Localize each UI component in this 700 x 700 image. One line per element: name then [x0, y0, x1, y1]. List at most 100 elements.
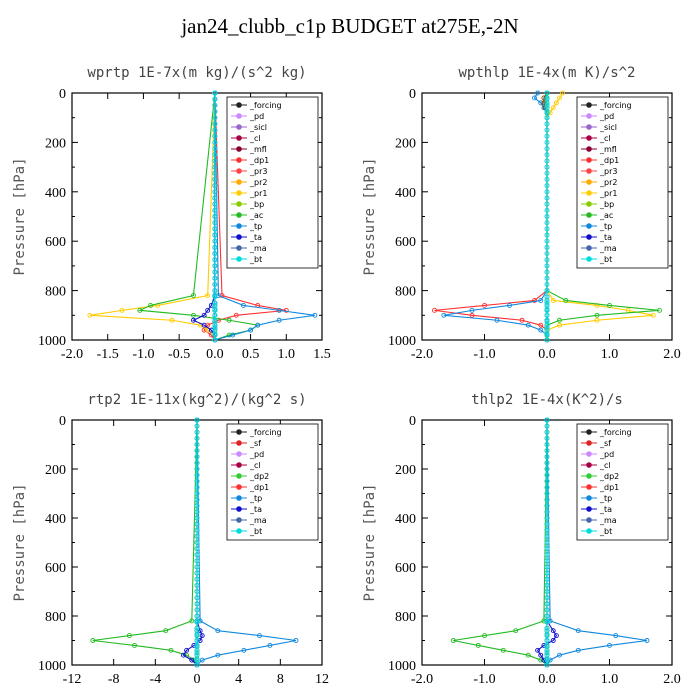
data-point: [215, 652, 221, 658]
legend-marker: [586, 484, 592, 490]
legend-marker: [236, 506, 242, 512]
data-point: [119, 307, 125, 313]
data-point: [226, 317, 232, 323]
y-tick-label: 800: [45, 285, 66, 300]
legend-label: _pr2: [599, 178, 617, 187]
data-point: [212, 189, 218, 195]
data-point: [519, 317, 525, 323]
data-point: [544, 527, 550, 533]
legend-label: _pd: [249, 450, 264, 459]
data-point: [544, 207, 550, 213]
data-point: [194, 509, 200, 515]
data-point: [544, 442, 550, 447]
data-point: [544, 570, 550, 576]
legend-marker: [586, 440, 592, 446]
data-point: [544, 644, 550, 650]
data-point: [557, 317, 562, 323]
series-line: [434, 93, 548, 340]
data-point: [194, 515, 200, 521]
data-point: [184, 647, 190, 653]
data-point: [544, 244, 550, 250]
data-point: [475, 642, 481, 648]
series-dp1: [90, 417, 200, 668]
data-point: [194, 497, 200, 503]
data-point: [544, 460, 550, 466]
x-tick-label: -4: [149, 672, 161, 687]
data-point: [230, 332, 236, 338]
data-point: [212, 325, 218, 331]
data-point: [544, 582, 550, 588]
x-tick-label: -12: [63, 672, 82, 687]
data-point: [557, 95, 562, 101]
data-point: [544, 214, 550, 219]
legend-label: _ma: [599, 516, 617, 525]
x-tick-label: 2.0: [663, 347, 681, 362]
data-point: [194, 442, 200, 447]
data-point: [194, 558, 200, 564]
legend-marker: [236, 473, 242, 479]
y-tick-label: 0: [59, 87, 66, 102]
data-point: [194, 564, 200, 570]
data-point: [212, 220, 218, 226]
data-point: [575, 628, 581, 634]
y-tick-label: 0: [409, 87, 416, 102]
legend-marker: [236, 462, 242, 468]
data-point: [544, 625, 550, 631]
data-point: [550, 105, 556, 111]
x-tick-label: -8: [108, 672, 120, 687]
legend-label: _cl: [249, 461, 261, 470]
data-point: [212, 115, 218, 121]
data-point: [538, 322, 544, 328]
legend-label: _tp: [249, 494, 262, 503]
data-point: [194, 631, 200, 637]
legend-marker: [236, 124, 242, 130]
x-tick-label: 0.0: [206, 347, 224, 362]
data-point: [212, 158, 218, 164]
series-ta: [181, 417, 205, 668]
data-point: [248, 327, 254, 333]
legend-label: _pr1: [599, 189, 617, 198]
legend-label: _ta: [249, 233, 262, 242]
legend-marker: [236, 234, 242, 240]
data-point: [553, 100, 559, 106]
data-point: [212, 281, 218, 287]
legend-label: _cl: [599, 461, 611, 470]
data-point: [544, 558, 550, 564]
x-tick-label: 0.0: [538, 672, 556, 687]
legend-marker: [236, 223, 242, 229]
data-point: [494, 317, 500, 323]
data-point: [544, 607, 550, 613]
data-point: [594, 312, 600, 318]
y-tick-label: 1000: [38, 334, 66, 349]
data-point: [194, 650, 200, 656]
series-line: [196, 419, 297, 666]
y-tick-label: 600: [45, 561, 66, 576]
data-point: [594, 317, 600, 323]
data-point: [538, 327, 544, 333]
data-point: [607, 642, 612, 648]
data-point: [163, 628, 169, 634]
x-tick-label: 4: [235, 672, 242, 687]
data-point: [233, 312, 239, 318]
legend-label: _bt: [599, 527, 612, 536]
data-point: [544, 619, 550, 625]
y-tick-label: 400: [395, 512, 416, 527]
x-tick-label: -1.5: [97, 347, 119, 362]
data-point: [544, 521, 550, 527]
data-point: [194, 613, 200, 619]
data-point: [544, 164, 550, 170]
legend-marker: [236, 451, 242, 457]
legend-marker: [586, 517, 592, 523]
data-point: [194, 662, 200, 668]
data-point: [544, 319, 550, 324]
data-point: [199, 657, 205, 663]
data-point: [194, 460, 200, 466]
data-point: [557, 322, 562, 328]
series-line: [89, 92, 216, 340]
data-point: [194, 570, 200, 576]
data-point: [607, 302, 612, 308]
x-tick-label: -2.0: [411, 672, 433, 687]
data-point: [212, 201, 218, 207]
legend-marker: [236, 440, 242, 446]
